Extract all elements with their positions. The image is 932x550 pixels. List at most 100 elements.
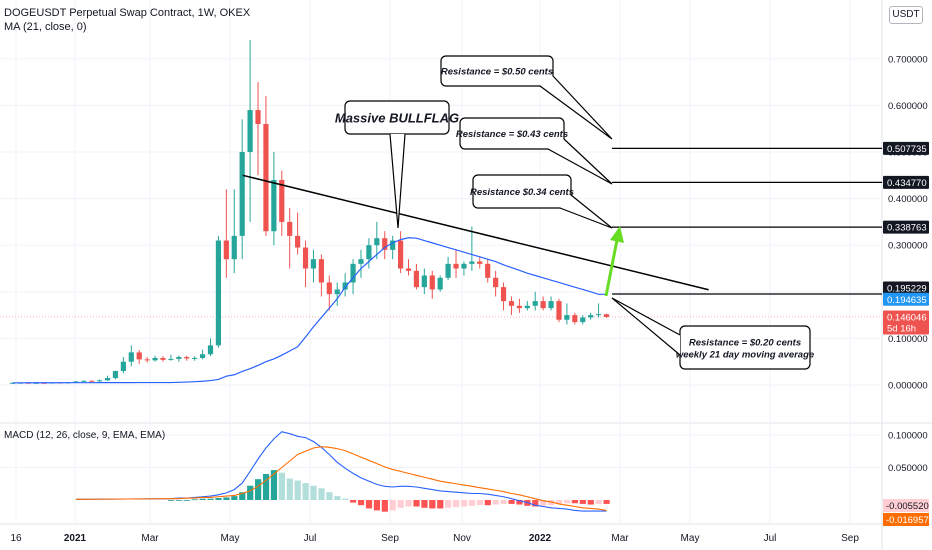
candle — [485, 259, 491, 283]
macd-tag-text: -0.016957 — [886, 515, 929, 526]
candle-body — [477, 261, 483, 264]
candle — [152, 355, 158, 362]
time-tick-label: Nov — [453, 533, 471, 544]
callout-text: Resistance = $0.50 cents — [441, 67, 553, 78]
macd-hist-bar — [207, 498, 214, 500]
time-tick-label: Sep — [841, 533, 859, 544]
candle — [97, 379, 103, 382]
macd-hist-bar — [373, 500, 381, 511]
callout-pointer — [559, 194, 613, 229]
macd-hist-bar — [492, 500, 499, 505]
price-tick-label: 0.000000 — [888, 381, 928, 392]
candle-body — [9, 382, 16, 384]
candle-body — [461, 263, 467, 269]
candle — [176, 355, 182, 362]
candle-body — [572, 315, 578, 323]
candle-body — [263, 124, 269, 232]
candle — [271, 152, 277, 246]
price-tick-label: 0.100000 — [888, 334, 928, 345]
currency-button[interactable]: USDT — [889, 6, 923, 24]
macd-hist-bar — [595, 500, 602, 504]
callout-box — [472, 174, 572, 209]
candle — [192, 356, 198, 361]
callout-pointer — [547, 138, 613, 185]
callout-pointer — [389, 133, 406, 229]
price-tag: 0.507735 — [883, 141, 929, 155]
macd-hist-bar — [405, 500, 412, 507]
candle-body — [453, 263, 459, 269]
price-tag-bg — [883, 175, 929, 189]
candle-body — [524, 305, 530, 309]
candle-body — [215, 240, 222, 346]
candle — [247, 40, 253, 222]
candle — [160, 356, 166, 362]
candle — [405, 259, 412, 276]
candle — [136, 350, 142, 365]
candle — [334, 282, 340, 306]
candle-body — [540, 301, 546, 309]
price-tag-bg — [883, 281, 929, 295]
candle — [342, 273, 348, 297]
macd-tag-bg — [883, 513, 929, 526]
macd-hist-bar — [381, 500, 388, 512]
candle — [564, 303, 570, 325]
price-pane[interactable] — [0, 40, 882, 384]
candle — [358, 249, 364, 278]
bullflag-callout: Massive BULLFLAG — [335, 100, 459, 229]
candle-body — [128, 352, 134, 362]
macd-hist-bar — [167, 500, 175, 501]
candle — [493, 270, 499, 297]
candle — [310, 249, 317, 283]
candle — [128, 345, 134, 367]
macd-hist-bar — [516, 500, 523, 505]
candle-body — [326, 282, 332, 295]
price-tick-label: 0.300000 — [888, 241, 928, 252]
callout-text: Massive BULLFLAG — [335, 111, 459, 126]
candle-body — [160, 357, 166, 360]
time-tick-label: 2021 — [64, 533, 87, 544]
candle-body — [192, 357, 198, 359]
candle-body — [144, 359, 150, 361]
candle — [437, 275, 443, 292]
candle — [453, 249, 459, 278]
chart-header: DOGEUSDT Perpetual Swap Contract, 1W, OK… — [4, 6, 250, 34]
candle-body — [176, 357, 182, 359]
macd-hist-bar — [199, 498, 206, 500]
candle-body — [136, 352, 142, 360]
price-tag-bg — [883, 310, 929, 335]
time-tick-label: May — [221, 533, 240, 544]
resistance-050-callout: Resistance = $0.50 cents — [440, 55, 613, 140]
bullflag-trendline — [242, 174, 709, 291]
candle — [239, 119, 245, 260]
macd-tag-bg — [883, 499, 929, 512]
candle — [556, 298, 562, 323]
candle — [532, 291, 538, 311]
macd-hist-bar — [215, 498, 222, 500]
candle-body — [302, 247, 309, 269]
callout-text: Resistance = $0.43 cents — [456, 129, 568, 140]
candle-body — [295, 235, 301, 248]
macd-hist-bar — [476, 500, 483, 506]
time-tick-label: 2022 — [529, 533, 552, 544]
candle-body — [81, 380, 87, 382]
macd-hist-bar — [231, 496, 238, 500]
price-tag-text: 0.146046 — [887, 312, 927, 323]
macd-pane[interactable] — [75, 431, 610, 512]
candle-body — [247, 110, 253, 152]
macd-tick-label: 0.050000 — [888, 463, 928, 474]
candle-body — [437, 277, 443, 290]
candle-body — [493, 277, 499, 288]
candle — [89, 380, 95, 382]
macd-hist-bar — [247, 485, 254, 500]
price-tag-text: 0.195229 — [887, 284, 927, 295]
candle — [104, 375, 111, 381]
macd-hist-bar — [342, 498, 349, 500]
candle — [603, 313, 610, 318]
candle-body — [603, 314, 610, 317]
macd-hist-bar — [484, 500, 491, 506]
candle — [413, 263, 420, 290]
macd-hist-bar — [421, 500, 428, 508]
candle-body — [97, 380, 103, 382]
macd-hist-bar — [571, 500, 579, 504]
